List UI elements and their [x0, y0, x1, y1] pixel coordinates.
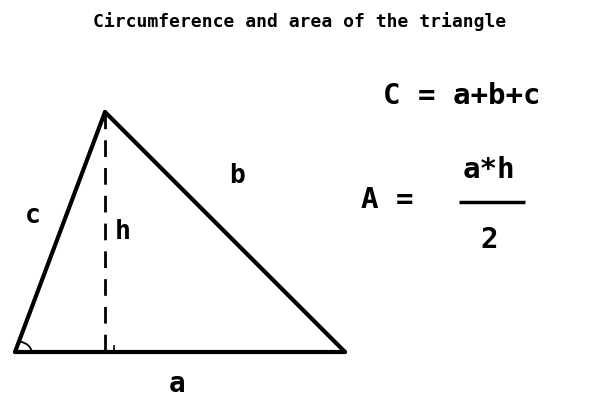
Text: 2: 2 [480, 226, 498, 254]
Text: a: a [169, 370, 185, 398]
Text: h: h [115, 219, 131, 245]
Text: A =: A = [361, 186, 413, 214]
Text: c: c [25, 203, 41, 229]
Text: Circumference and area of the triangle: Circumference and area of the triangle [94, 12, 506, 31]
Text: b: b [229, 163, 245, 189]
Text: a*h: a*h [463, 156, 515, 184]
Text: C = a+b+c: C = a+b+c [383, 82, 541, 110]
